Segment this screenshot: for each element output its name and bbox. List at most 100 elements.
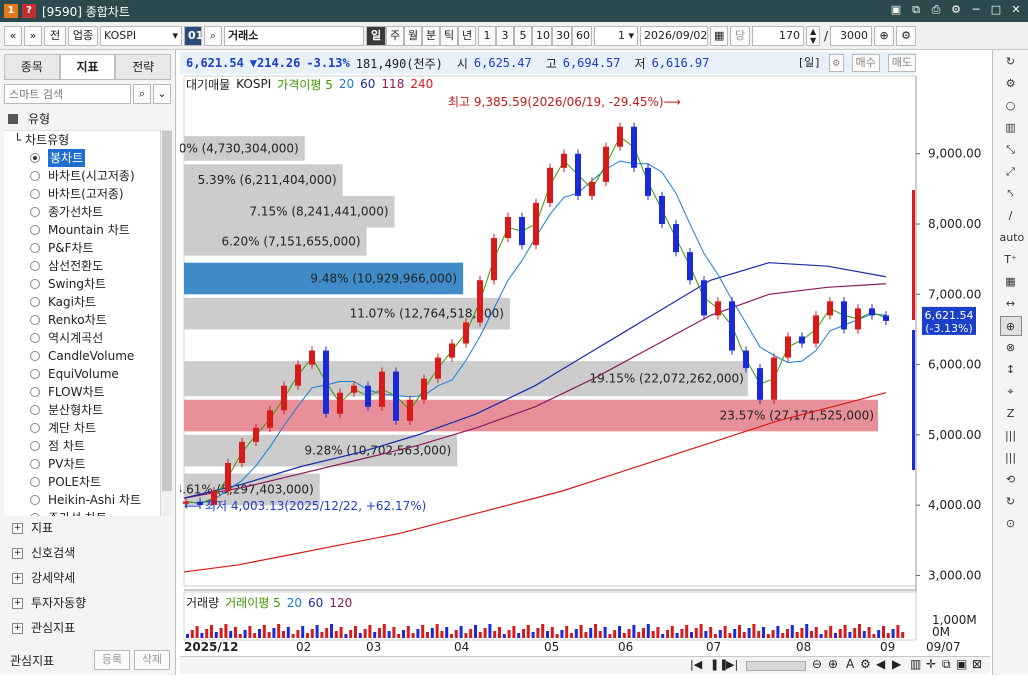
chart-type-item[interactable]: Mountain 차트 (4, 221, 172, 239)
chart-type-item[interactable]: CandleVolume (4, 347, 172, 365)
folder-investor-trend[interactable]: + 투자자동향 (4, 591, 172, 616)
window-copy-icon[interactable]: ⧉ (942, 657, 951, 671)
sidebar-scrollbar[interactable] (160, 131, 172, 516)
tab-strategy[interactable]: 전략 (115, 54, 172, 79)
radio-icon[interactable] (30, 171, 40, 181)
interval-30-button[interactable]: 30 (552, 25, 572, 46)
drawing-tool-icon[interactable]: auto (999, 231, 1025, 244)
drawing-tool-icon[interactable]: T⁺ (1004, 253, 1017, 266)
chart-type-item[interactable]: Heikin-Ashi 차트 (4, 491, 172, 509)
folder-bull-bear[interactable]: + 강세약세 (4, 566, 172, 591)
chart-type-subsection[interactable]: └ 차트유형 (14, 133, 70, 147)
radio-icon[interactable] (30, 225, 40, 235)
zoom-plus-icon[interactable]: ⊕ (874, 25, 895, 46)
drawing-tool-icon[interactable]: ⚙ (1005, 77, 1016, 90)
drawing-tool-icon[interactable]: ∕ (1008, 209, 1013, 222)
count-select[interactable]: 1 ▾ (594, 25, 638, 46)
radio-icon[interactable] (30, 387, 40, 397)
quote-settings-icon[interactable]: ⚙ (828, 54, 844, 72)
drawing-tool-icon[interactable]: ⤢ (1006, 165, 1015, 178)
drawing-tool-icon[interactable]: ⟲ (1005, 473, 1016, 486)
chart-type-item[interactable]: PV차트 (4, 455, 172, 473)
smart-search-input[interactable] (4, 84, 131, 104)
price-legend-item[interactable]: 240 (410, 77, 434, 91)
radio-icon[interactable] (30, 153, 40, 163)
settings-icon[interactable]: ⚙ (951, 3, 961, 16)
search-icon[interactable]: ⌕ (204, 25, 222, 46)
window-restore-icon[interactable]: ▣ (956, 657, 968, 671)
sidebar-scroll-thumb[interactable] (162, 131, 172, 491)
period-week-button[interactable]: 주 (386, 25, 404, 46)
drawing-tool-icon[interactable]: ⤣ (1007, 187, 1014, 200)
drawing-tool-icon[interactable]: ▦ (1005, 275, 1016, 288)
register-button[interactable]: 등록 (94, 650, 130, 670)
price-legend-item[interactable]: 60 (360, 77, 376, 91)
market-badge[interactable]: 01 (184, 25, 203, 46)
chart-type-item[interactable]: 역시계곡선 (4, 329, 172, 347)
zoom-out-icon[interactable]: ⊖ (812, 657, 823, 671)
pause-icon[interactable]: ❚❚ (710, 658, 729, 671)
volume-legend-item[interactable]: 거래량 (186, 596, 220, 610)
link-icon[interactable]: ⧉ (912, 3, 920, 16)
drawing-tool-icon[interactable]: ↻ (1005, 55, 1016, 68)
chart-type-item[interactable]: 봉차트 (4, 149, 172, 167)
tab-indicator[interactable]: 지표 (59, 54, 116, 79)
drawing-tool-icon[interactable]: ↔ (1005, 297, 1016, 310)
volume-legend-item[interactable]: 120 (329, 595, 353, 610)
chart-arrow-left-icon[interactable]: ◀ (876, 657, 886, 671)
chart-type-item[interactable]: EquiVolume (4, 365, 172, 383)
radio-icon[interactable] (30, 297, 40, 307)
scroll-last-icon[interactable]: ▶| (726, 658, 739, 671)
radio-icon[interactable] (30, 261, 40, 271)
chart-arrow-right-icon[interactable]: ▶ (892, 657, 902, 671)
help-badge[interactable]: ? (22, 4, 36, 18)
nav-menu-button[interactable]: » (24, 25, 42, 46)
folder-signal-search[interactable]: + 신호검색 (4, 541, 172, 566)
type-section-header[interactable]: 유형 (0, 108, 175, 130)
radio-icon[interactable] (30, 243, 40, 253)
view-count-input[interactable]: 170 (752, 25, 804, 46)
text-size-icon[interactable]: A (846, 657, 855, 671)
folder-favorite-indicator[interactable]: + 관심지표 (4, 616, 172, 641)
scroll-first-icon[interactable]: |◀ (690, 658, 703, 671)
folder-indicator[interactable]: + 지표 (4, 516, 172, 541)
chart-scrollbar[interactable] (746, 661, 806, 671)
period-year-button[interactable]: 년 (458, 25, 476, 46)
maximize-icon[interactable]: □ (990, 3, 1002, 16)
chart-type-item[interactable]: 바차트(고저종) (4, 185, 172, 203)
period-month-button[interactable]: 월 (404, 25, 422, 46)
view-count-stepper[interactable]: ▲ ▼ (806, 25, 820, 46)
chart-type-item[interactable]: POLE차트 (4, 473, 172, 491)
total-count-input[interactable]: 3000 (830, 25, 873, 46)
chevron-down-icon[interactable]: ⌄ (153, 84, 171, 104)
delete-button[interactable]: 삭제 (134, 650, 170, 670)
window-close-icon[interactable]: ⊠ (972, 657, 983, 671)
minimize-icon[interactable]: ─ (972, 3, 980, 16)
drawing-tool-icon[interactable]: Z (1006, 407, 1015, 420)
period-minute-button[interactable]: 분 (422, 25, 440, 46)
radio-icon[interactable] (30, 333, 40, 343)
interval-5-button[interactable]: 5 (514, 25, 532, 46)
chart-type-item[interactable]: 종가선차트 (4, 203, 172, 221)
chart-settings-icon[interactable]: ⚙ (860, 657, 871, 671)
drawing-tool-icon[interactable]: ||| (1004, 451, 1017, 464)
symbol-select[interactable]: KOSPI ▾ (100, 25, 182, 46)
chart-type-item[interactable]: 주가선 차트 (4, 509, 172, 516)
volume-legend-item[interactable]: 20 (286, 595, 303, 610)
price-legend-item[interactable]: 가격이평 5 (277, 77, 333, 92)
price-legend-item[interactable]: 대기매물 (186, 77, 231, 92)
chart-type-item[interactable]: P&F차트 (4, 239, 172, 257)
interval-60-button[interactable]: 60 (572, 25, 592, 46)
drawing-tool-icon[interactable]: ⊙ (1005, 517, 1016, 530)
print-icon[interactable]: ⎙ (931, 3, 941, 16)
sell-button[interactable]: 매도 (887, 54, 916, 72)
chart-type-item[interactable]: 삼선전환도 (4, 257, 172, 275)
chart-type-item[interactable]: FLOW차트 (4, 383, 172, 401)
drawing-tool-icon[interactable]: ⤡ (1006, 143, 1015, 156)
radio-icon[interactable] (30, 423, 40, 433)
drawing-tool-icon[interactable]: ⊗ (1005, 341, 1016, 354)
price-legend-item[interactable]: 20 (338, 77, 355, 91)
radio-icon[interactable] (30, 495, 40, 505)
period-tick-button[interactable]: 틱 (440, 25, 458, 46)
radio-icon[interactable] (30, 207, 40, 217)
